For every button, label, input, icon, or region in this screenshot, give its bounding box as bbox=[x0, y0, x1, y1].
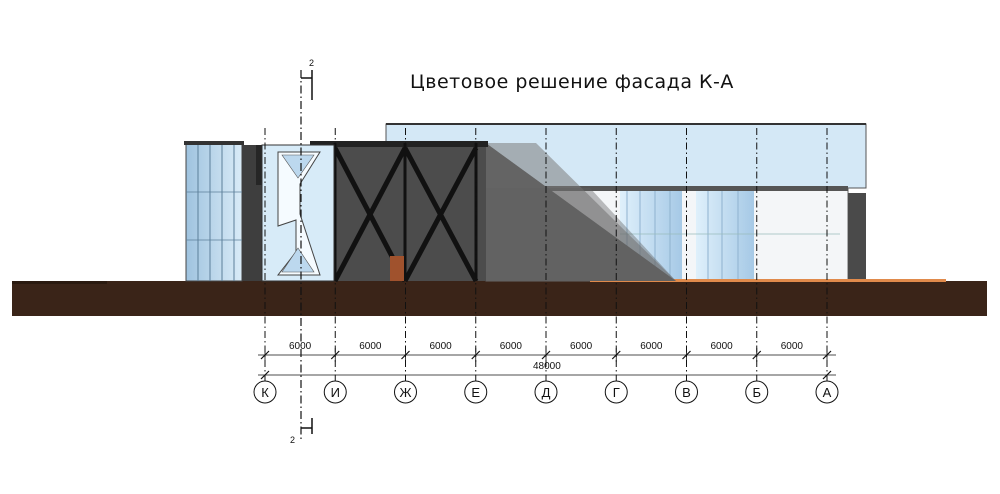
axis-bubble-circle bbox=[253, 380, 277, 404]
axis-bubble-circle bbox=[323, 380, 347, 404]
axis-label: Е bbox=[471, 385, 480, 400]
span-dimension: 6000 bbox=[359, 341, 382, 352]
axis-bubble-circle bbox=[394, 380, 417, 404]
section-mark-top: 2 bbox=[309, 58, 314, 68]
axis-label: К bbox=[261, 385, 269, 400]
axis-bubble-circle bbox=[604, 380, 628, 404]
gray-wall bbox=[486, 143, 676, 281]
span-dimension: 6000 bbox=[430, 341, 453, 352]
section-line: 2 2 bbox=[290, 58, 314, 445]
span-dimension: 6000 bbox=[570, 341, 593, 352]
axis-label: Д bbox=[542, 385, 551, 400]
span-dimension: 6000 bbox=[289, 341, 312, 352]
axis-bubble-circle bbox=[464, 380, 488, 404]
axis-bubble-circle bbox=[675, 380, 698, 404]
axis-label: Г bbox=[613, 385, 620, 400]
overall-dimension: 48000 bbox=[533, 361, 561, 372]
grid-axis-lines bbox=[264, 128, 828, 382]
axis-label: Б bbox=[752, 385, 761, 400]
entrance-door bbox=[390, 256, 404, 281]
axis-label: И bbox=[331, 385, 340, 400]
span-dimension: 6000 bbox=[640, 341, 663, 352]
overall-dim-tick bbox=[260, 370, 270, 380]
span-dimension: 6000 bbox=[500, 341, 523, 352]
overall-dim-tick bbox=[822, 370, 832, 380]
k-panel bbox=[261, 144, 335, 282]
left-glass-tower bbox=[184, 141, 280, 282]
ground bbox=[12, 281, 987, 316]
axis-label: Ж bbox=[399, 385, 411, 400]
span-dimension: 6000 bbox=[711, 341, 734, 352]
axis-bubble-circle bbox=[745, 380, 769, 404]
axis-bubble-circle bbox=[815, 380, 839, 404]
dimension-chain: 48000 6000 6000 6000 6000 6000 6000 6000 6000 bbox=[258, 341, 836, 380]
drawing-title: Цветовое решение фасада К-А bbox=[410, 71, 734, 93]
section-mark-bottom: 2 bbox=[290, 435, 295, 445]
axis-bubble-circle bbox=[534, 380, 558, 404]
axis-label: А bbox=[823, 385, 832, 400]
axis-label: В bbox=[682, 385, 691, 400]
cross-braced-bay bbox=[310, 141, 488, 283]
span-dimension: 6000 bbox=[781, 341, 804, 352]
